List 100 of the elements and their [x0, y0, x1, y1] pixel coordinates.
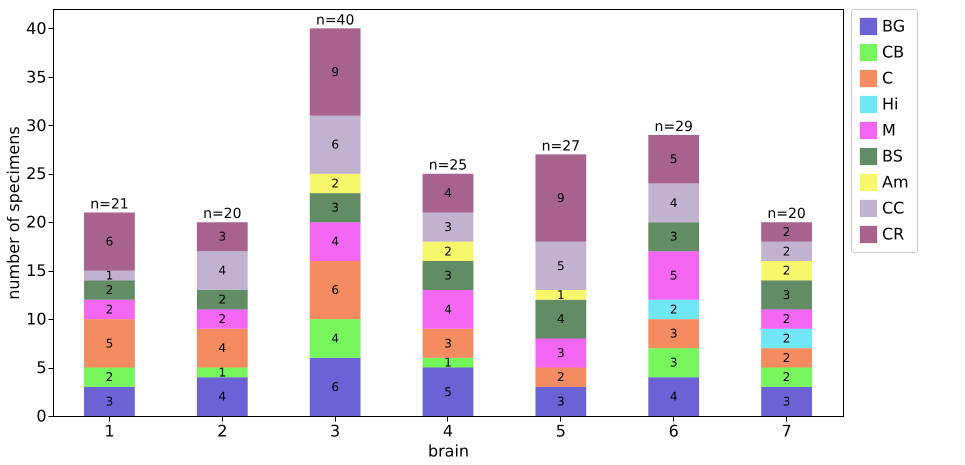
- total-label: n=29: [654, 118, 693, 135]
- data-label: 2: [331, 176, 339, 190]
- total-label: n=20: [203, 206, 242, 222]
- bar: [84, 280, 135, 300]
- bar: [84, 270, 135, 280]
- bar: [761, 222, 812, 242]
- legend-label: CC: [882, 198, 904, 218]
- total-label: n=20: [767, 206, 806, 222]
- x-axis-title: brain: [428, 442, 470, 460]
- data-label: 9: [557, 190, 565, 205]
- bar: [535, 338, 586, 368]
- bar: [422, 290, 474, 329]
- data-label: 3: [670, 356, 678, 370]
- bar: [310, 28, 361, 116]
- legend-label: Am: [882, 172, 909, 192]
- bar: [648, 319, 700, 348]
- y-axis-title: number of specimens: [4, 126, 24, 300]
- legend-label: Hi: [882, 94, 898, 114]
- bar: [535, 242, 586, 290]
- data-label: 3: [444, 268, 452, 282]
- bar: [310, 260, 361, 320]
- bar: [761, 260, 812, 280]
- data-label: 2: [218, 312, 226, 326]
- bar: [196, 328, 248, 368]
- data-label: 4: [218, 264, 226, 278]
- y-tick-label: 5: [36, 358, 46, 378]
- data-label: 9: [331, 64, 339, 79]
- legend-label: CB: [882, 42, 904, 62]
- data-label: 4: [331, 234, 339, 249]
- data-label: 2: [782, 331, 790, 346]
- data-label: 5: [106, 336, 114, 350]
- data-label: 4: [444, 302, 452, 316]
- data-label: 3: [782, 394, 790, 408]
- x-tick-label: 3: [330, 422, 340, 440]
- data-label: 3: [331, 200, 339, 215]
- data-label: 2: [218, 292, 226, 307]
- data-label: 1: [106, 268, 114, 282]
- y-tick-label: 30: [26, 116, 46, 135]
- bar: [84, 300, 135, 320]
- data-label: 2: [782, 350, 790, 365]
- data-label: 2: [782, 224, 790, 239]
- data-label: 6: [106, 234, 114, 249]
- x-tick-label: 6: [668, 422, 679, 440]
- data-label: 4: [444, 186, 452, 200]
- bar: [196, 309, 248, 329]
- data-label: 6: [331, 138, 339, 152]
- bar: [648, 377, 700, 416]
- x-tick-label: 5: [556, 422, 566, 440]
- total-label: n=40: [316, 12, 354, 28]
- legend-label: CR: [882, 224, 904, 244]
- legend-label: C: [882, 68, 894, 88]
- data-label: 3: [670, 230, 678, 244]
- data-label: 4: [218, 341, 226, 356]
- data-label: 4: [331, 331, 339, 346]
- bar: [422, 212, 474, 242]
- data-label: 2: [782, 264, 790, 278]
- data-label: 5: [557, 258, 565, 273]
- data-label: 1: [557, 288, 565, 302]
- bar: [84, 319, 135, 368]
- bar: [310, 116, 361, 174]
- total-label: n=27: [542, 138, 580, 154]
- y-tick-label: 25: [26, 164, 46, 184]
- y-tick-label: 15: [26, 261, 46, 280]
- data-label: 3: [218, 230, 226, 244]
- data-label: 3: [557, 394, 565, 408]
- bar: [196, 222, 248, 252]
- bar: [648, 348, 700, 378]
- bar: [422, 328, 474, 358]
- bar: [84, 368, 135, 387]
- bar: [196, 368, 248, 378]
- data-label: 3: [557, 346, 565, 360]
- data-label: 4: [218, 390, 226, 404]
- data-label: 2: [106, 370, 114, 384]
- bar: [761, 280, 812, 310]
- data-label: 5: [670, 268, 678, 282]
- bar: [196, 377, 248, 416]
- bar: [310, 319, 361, 358]
- bar: [84, 212, 135, 271]
- bar: [422, 242, 474, 261]
- bar: [535, 300, 586, 338]
- x-tick-label: 2: [217, 422, 228, 440]
- data-label: 1: [444, 356, 452, 370]
- bar: [535, 154, 586, 242]
- legend-label: BG: [882, 16, 906, 36]
- data-label: 2: [444, 244, 452, 258]
- data-label: 2: [670, 302, 678, 316]
- data-label: 1: [218, 365, 226, 380]
- x-tick-label: 7: [781, 422, 792, 440]
- bar: [535, 290, 586, 300]
- bar: [84, 386, 135, 416]
- bar: [648, 134, 700, 184]
- data-label: 2: [782, 370, 790, 384]
- bar: [310, 193, 361, 222]
- data-label: 2: [106, 302, 114, 316]
- bar: [648, 300, 700, 320]
- bar: [761, 368, 812, 387]
- bar: [535, 368, 586, 387]
- data-label: 6: [331, 380, 339, 394]
- total-label: n=25: [428, 158, 468, 174]
- data-label: 5: [670, 152, 678, 166]
